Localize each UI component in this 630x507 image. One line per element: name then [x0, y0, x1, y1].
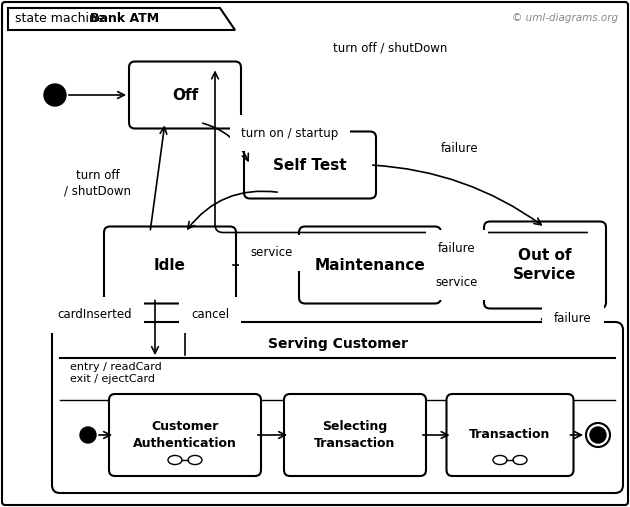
Text: failure: failure [441, 141, 479, 155]
Text: cardInserted: cardInserted [58, 308, 132, 321]
Circle shape [590, 427, 606, 443]
Circle shape [586, 423, 610, 447]
Text: failure: failure [554, 311, 592, 324]
FancyBboxPatch shape [484, 222, 606, 308]
Text: Selecting
Transaction: Selecting Transaction [314, 420, 396, 450]
Circle shape [44, 84, 66, 106]
FancyBboxPatch shape [104, 227, 236, 304]
Text: Customer
Authentication: Customer Authentication [133, 420, 237, 450]
Ellipse shape [188, 455, 202, 464]
Text: Serving Customer: Serving Customer [268, 337, 408, 351]
Text: Off: Off [172, 88, 198, 102]
Ellipse shape [513, 455, 527, 464]
Text: turn on / startup: turn on / startup [241, 127, 339, 139]
Circle shape [80, 427, 96, 443]
Text: service: service [436, 275, 478, 288]
FancyBboxPatch shape [129, 61, 241, 128]
FancyBboxPatch shape [284, 394, 426, 476]
Text: failure: failure [438, 241, 476, 255]
Text: Out of
Service: Out of Service [513, 247, 576, 282]
Text: Self Test: Self Test [273, 158, 347, 172]
FancyBboxPatch shape [447, 394, 573, 476]
Text: turn off / shutDown: turn off / shutDown [333, 42, 447, 54]
FancyBboxPatch shape [244, 131, 376, 199]
Text: Transaction: Transaction [469, 428, 551, 442]
Ellipse shape [493, 455, 507, 464]
Text: cancel: cancel [191, 308, 229, 321]
Text: Maintenance: Maintenance [314, 258, 425, 272]
Polygon shape [8, 8, 235, 30]
FancyBboxPatch shape [109, 394, 261, 476]
Ellipse shape [168, 455, 182, 464]
Text: © uml-diagrams.org: © uml-diagrams.org [512, 13, 618, 23]
FancyBboxPatch shape [52, 322, 623, 493]
Text: Bank ATM: Bank ATM [90, 13, 159, 25]
Text: state machine: state machine [15, 13, 108, 25]
FancyBboxPatch shape [299, 227, 441, 304]
Text: entry / readCard
exit / ejectCard: entry / readCard exit / ejectCard [70, 362, 162, 384]
Text: service: service [251, 246, 293, 260]
Text: turn off
/ shutDown: turn off / shutDown [64, 169, 132, 197]
Text: Idle: Idle [154, 258, 186, 272]
